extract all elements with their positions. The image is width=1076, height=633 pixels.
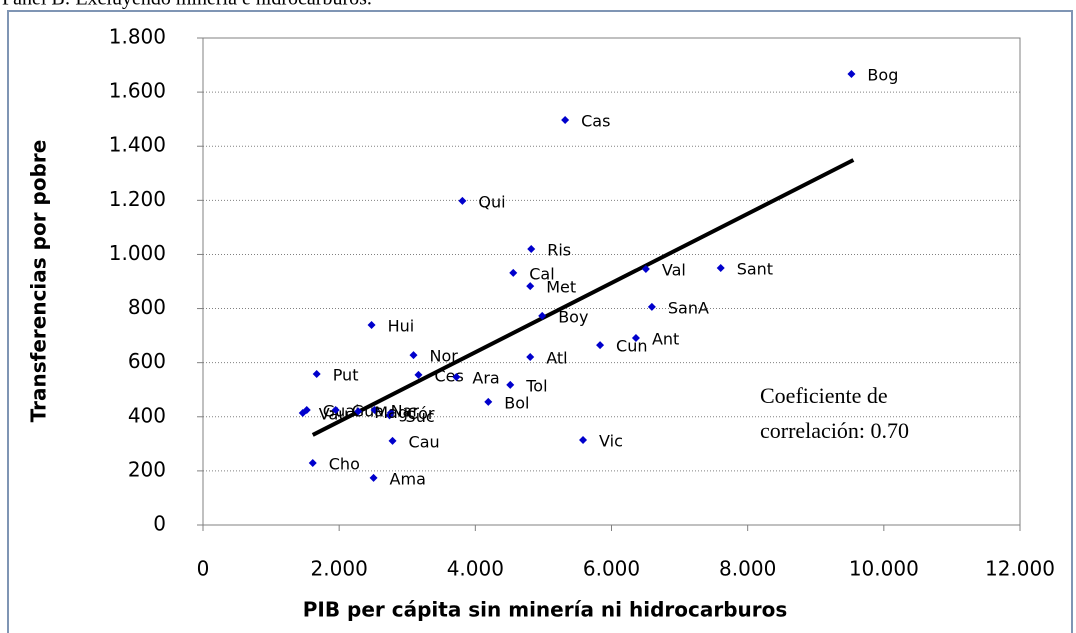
point-label: Atl bbox=[546, 348, 567, 367]
x-axis-title: PIB per cápita sin minería ni hidrocarbu… bbox=[303, 598, 788, 622]
point-label: Cal bbox=[529, 264, 554, 283]
point bbox=[506, 380, 515, 389]
point-label: Guai bbox=[323, 402, 360, 421]
y-tick-label: 1.400 bbox=[109, 133, 166, 157]
point-label: Vau bbox=[319, 404, 349, 423]
panel-title: Panel B: Excluyendo minería e hidrocarbu… bbox=[2, 0, 372, 10]
point-label: Ara bbox=[472, 369, 499, 388]
annotation: correlación: 0.70 bbox=[760, 418, 909, 443]
point-label: Cho bbox=[329, 455, 360, 474]
point-label: Cun bbox=[616, 337, 647, 356]
point-label: Val bbox=[662, 261, 686, 280]
trendline bbox=[311, 158, 855, 437]
point-label: Nor bbox=[430, 347, 459, 366]
y-tick-label: 1.000 bbox=[109, 241, 166, 265]
point-label: Cau bbox=[409, 432, 440, 451]
frame bbox=[7, 10, 1073, 633]
x-tick-label: 0 bbox=[197, 557, 210, 581]
x-tick-label: 4.000 bbox=[447, 557, 504, 581]
point-label: Suc bbox=[406, 407, 435, 426]
point bbox=[509, 268, 518, 277]
point bbox=[414, 370, 423, 379]
point-label: Cór bbox=[407, 404, 435, 423]
point bbox=[526, 282, 535, 291]
x-tick-label: 10.000 bbox=[849, 557, 919, 581]
x-tick-label: 8.000 bbox=[719, 557, 776, 581]
point bbox=[484, 397, 493, 406]
point-label: Cas bbox=[581, 111, 610, 130]
point bbox=[367, 321, 376, 330]
x-tick-label: 6.000 bbox=[583, 557, 640, 581]
point bbox=[312, 370, 321, 379]
x-tick-label: 12.000 bbox=[985, 557, 1055, 581]
point bbox=[302, 406, 311, 415]
point bbox=[370, 406, 379, 415]
point bbox=[527, 245, 536, 254]
point-label: Met bbox=[546, 278, 576, 297]
point bbox=[458, 196, 467, 205]
point-label: Gua bbox=[352, 402, 384, 421]
point bbox=[596, 341, 605, 350]
point bbox=[409, 351, 418, 360]
y-tick-label: 0 bbox=[153, 512, 166, 536]
point bbox=[308, 459, 317, 468]
point-label: Bog bbox=[867, 65, 898, 84]
point-label: Ris bbox=[547, 241, 571, 260]
point-label: Mag bbox=[374, 403, 408, 422]
point bbox=[369, 473, 378, 482]
point bbox=[385, 411, 394, 420]
y-tick-label: 600 bbox=[128, 349, 166, 373]
point-label: SanA bbox=[668, 298, 709, 317]
point bbox=[847, 69, 856, 78]
point-label: Ama bbox=[390, 469, 426, 488]
point-label: Tol bbox=[525, 376, 547, 395]
point-label: Sant bbox=[737, 259, 773, 278]
point-label: Qui bbox=[478, 192, 505, 211]
point bbox=[647, 302, 656, 311]
point-label: Bol bbox=[504, 393, 529, 412]
point-label: Ant bbox=[652, 330, 679, 349]
y-tick-label: 1.800 bbox=[109, 25, 166, 49]
point-label: Ces bbox=[434, 366, 463, 385]
point bbox=[452, 373, 461, 382]
point-label: Nar bbox=[391, 402, 420, 421]
point bbox=[579, 436, 588, 445]
point bbox=[331, 406, 340, 415]
point bbox=[641, 265, 650, 274]
x-tick-label: 2.000 bbox=[311, 557, 368, 581]
plot-area bbox=[202, 37, 1021, 526]
y-tick-label: 400 bbox=[128, 403, 166, 427]
point-label: Hui bbox=[388, 317, 415, 336]
point bbox=[716, 263, 725, 272]
point bbox=[538, 311, 547, 320]
point bbox=[354, 407, 363, 416]
point bbox=[388, 436, 397, 445]
y-tick-label: 800 bbox=[128, 295, 166, 319]
point bbox=[631, 334, 640, 343]
y-tick-label: 1.200 bbox=[109, 187, 166, 211]
point-label: Boy bbox=[558, 307, 588, 326]
y-axis-title: Transferencias por pobre bbox=[27, 140, 51, 423]
annotation: Coeficiente de bbox=[760, 383, 888, 408]
point bbox=[561, 115, 570, 124]
point bbox=[526, 352, 535, 361]
y-tick-label: 200 bbox=[128, 457, 166, 481]
y-tick-label: 1.600 bbox=[109, 79, 166, 103]
point-label: Put bbox=[333, 366, 359, 385]
point-label: Vic bbox=[599, 432, 623, 451]
